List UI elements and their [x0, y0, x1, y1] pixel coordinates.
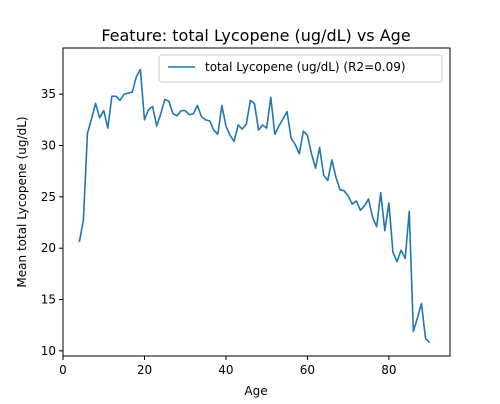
legend-box — [158, 54, 443, 83]
y-tick-label: 30 — [41, 139, 56, 153]
x-tick-label: 60 — [300, 363, 315, 377]
plot-area — [62, 47, 451, 357]
chart-title: Feature: total Lycopene (ug/dL) vs Age — [101, 26, 410, 45]
y-tick-label: 20 — [41, 241, 56, 255]
y-tick-label: 35 — [41, 87, 56, 101]
x-axis: 0 20 40 60 80 — [59, 356, 397, 377]
y-axis: 10 15 20 25 30 35 — [41, 87, 63, 358]
x-tick-label: 80 — [381, 363, 396, 377]
y-tick-label: 15 — [41, 293, 56, 307]
x-tick-label: 20 — [137, 363, 152, 377]
legend: total Lycopene (ug/dL) (R2=0.09) — [158, 54, 443, 83]
x-axis-label: Age — [244, 384, 267, 398]
series-layer — [78, 68, 431, 344]
y-tick-label: 10 — [41, 344, 56, 358]
legend-label: total Lycopene (ug/dL) (R2=0.09) — [205, 60, 406, 74]
x-tick-label: 40 — [218, 363, 233, 377]
y-axis-label: Mean total Lycopene (ug/dL) — [15, 116, 29, 287]
y-tick-label: 25 — [41, 190, 56, 204]
series-line — [78, 68, 431, 344]
x-tick-label: 0 — [59, 363, 67, 377]
